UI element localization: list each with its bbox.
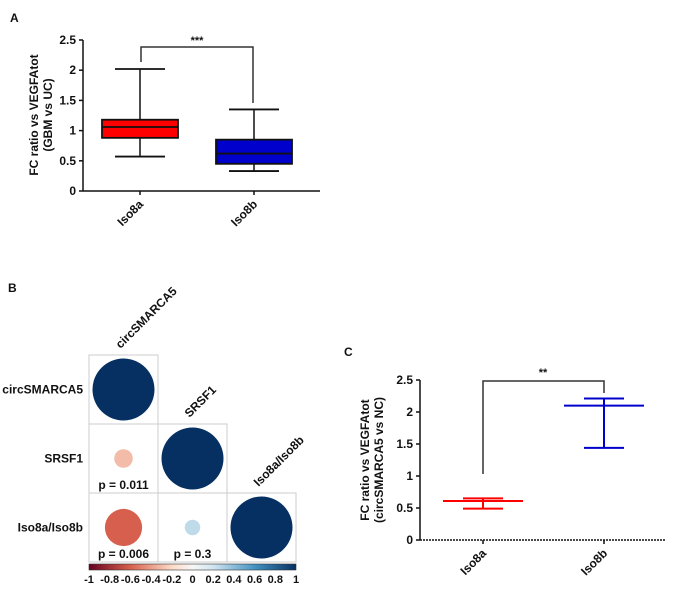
b-colorbar-tick-label: 1 bbox=[293, 574, 299, 586]
c-x-tick-label: Iso8a bbox=[458, 546, 490, 578]
a-y-label-line2: (GBM vs UC) bbox=[41, 78, 55, 151]
b-colorbar-tick-label: 0.4 bbox=[226, 574, 242, 586]
a-y-tick-label: 1.5 bbox=[59, 93, 76, 107]
panel-label-b: B bbox=[8, 281, 17, 295]
b-colorbar-tick-label: -1 bbox=[84, 574, 94, 586]
b-corr-circle bbox=[230, 496, 293, 559]
c-significance-bracket bbox=[482, 380, 605, 474]
b-colorbar-tick-label: 0.2 bbox=[206, 574, 221, 586]
b-p-value: p = 0.011 bbox=[98, 478, 149, 492]
b-corr-circle bbox=[114, 449, 133, 468]
b-colorbar-tick-label: 0.8 bbox=[268, 574, 283, 586]
b-row-label: Iso8a/Iso8b bbox=[18, 521, 83, 535]
b-corr-circle bbox=[161, 427, 224, 490]
c-x-tick-label: Iso8b bbox=[578, 546, 610, 578]
c-y-label-line1: FC ratio vs VEGFAtot bbox=[358, 399, 372, 520]
c-y-tick-label: 2.5 bbox=[396, 373, 413, 387]
b-corr-circle bbox=[92, 358, 155, 421]
b-colorbar-tick-label: 0.6 bbox=[247, 574, 262, 586]
a-x-tick-label: Iso8a bbox=[115, 197, 147, 229]
a-y-tick-label: 2 bbox=[69, 63, 76, 77]
b-col-label: SRSF1 bbox=[182, 383, 219, 420]
a-y-tick-label: 0 bbox=[69, 184, 76, 198]
b-corr-circle bbox=[104, 508, 143, 547]
b-row-label: circSMARCA5 bbox=[2, 383, 83, 397]
a-y-tick-label: 2.5 bbox=[59, 33, 76, 47]
b-colorbar-tick-label: 0 bbox=[189, 574, 195, 586]
b-colorbar bbox=[88, 563, 297, 571]
b-colorbar-tick-label: -0.6 bbox=[121, 574, 140, 586]
c-y-tick-label: 0 bbox=[406, 533, 413, 547]
c-y-tick-label: 1.5 bbox=[396, 437, 413, 451]
a-x-tick-label: Iso8b bbox=[228, 197, 260, 229]
a-box-Iso8b bbox=[215, 138, 293, 165]
b-colorbar-tick-label: -0.8 bbox=[100, 574, 119, 586]
b-p-value: p = 0.3 bbox=[174, 547, 212, 561]
c-y-tick-label: 0.5 bbox=[396, 501, 413, 515]
b-corr-circle bbox=[184, 519, 201, 536]
c-y-label-line2: (circSMARCA5 vs NC) bbox=[372, 397, 386, 523]
b-p-value: p = 0.006 bbox=[98, 547, 149, 561]
a-box-Iso8a bbox=[101, 118, 179, 139]
a-y-tick-label: 1 bbox=[69, 124, 76, 138]
a-y-tick-label: 0.5 bbox=[59, 154, 76, 168]
c-y-tick-label: 2 bbox=[406, 405, 413, 419]
b-colorbar-tick-label: -0.2 bbox=[162, 574, 181, 586]
c-significance-label: ** bbox=[539, 367, 548, 379]
b-colorbar-tick-label: -0.4 bbox=[142, 574, 162, 586]
panel-label-a: A bbox=[10, 11, 19, 25]
a-significance-bracket bbox=[140, 46, 254, 103]
b-col-label: Iso8a/Iso8b bbox=[251, 433, 307, 489]
c-y-tick-label: 1 bbox=[406, 469, 413, 483]
panel-label-c: C bbox=[344, 345, 353, 359]
b-row-label: SRSF1 bbox=[44, 452, 83, 466]
a-significance-label: *** bbox=[191, 35, 205, 47]
b-col-label: circSMARCA5 bbox=[113, 284, 180, 351]
a-y-label-line1: FC ratio vs VEGFAtot bbox=[27, 54, 41, 175]
